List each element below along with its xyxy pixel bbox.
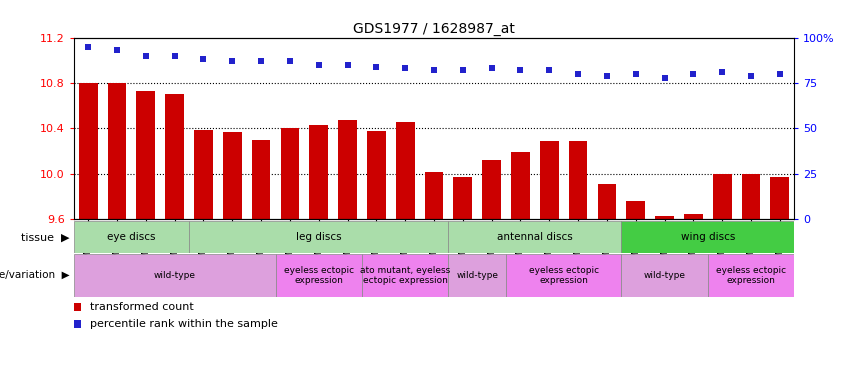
Bar — [483, 160, 501, 219]
Text: genotype/variation  ▶: genotype/variation ▶ — [0, 270, 69, 280]
Bar — [79, 83, 97, 219]
Text: wild-type: wild-type — [457, 271, 498, 280]
Bar — [108, 83, 127, 219]
Bar — [223, 132, 241, 219]
Text: eyeless ectopic
expression: eyeless ectopic expression — [284, 266, 354, 285]
Bar — [396, 122, 415, 219]
Bar — [684, 214, 703, 219]
Bar — [597, 184, 616, 219]
Bar — [136, 91, 155, 219]
Bar — [713, 174, 732, 219]
Bar — [506, 254, 621, 297]
Bar — [424, 172, 444, 219]
Bar — [309, 125, 328, 219]
Bar — [621, 254, 707, 297]
Text: ato mutant, eyeless
ectopic expression: ato mutant, eyeless ectopic expression — [360, 266, 450, 285]
Text: antennal discs: antennal discs — [497, 232, 573, 242]
Bar — [275, 254, 362, 297]
Bar — [453, 177, 472, 219]
Bar — [771, 177, 789, 219]
Bar — [252, 140, 271, 219]
Bar — [74, 254, 275, 297]
Bar — [367, 131, 385, 219]
Bar — [449, 254, 506, 297]
Bar — [280, 128, 299, 219]
Bar — [194, 130, 213, 219]
Bar — [741, 174, 760, 219]
Text: eyeless ectopic
expression: eyeless ectopic expression — [716, 266, 786, 285]
Bar — [189, 221, 449, 253]
Bar — [449, 221, 621, 253]
Bar — [165, 94, 184, 219]
Text: tissue  ▶: tissue ▶ — [21, 232, 69, 242]
Text: transformed count: transformed count — [89, 302, 194, 312]
Title: GDS1977 / 1628987_at: GDS1977 / 1628987_at — [353, 22, 515, 36]
Bar — [707, 254, 794, 297]
Text: leg discs: leg discs — [296, 232, 341, 242]
Bar — [655, 216, 674, 219]
Bar — [569, 141, 588, 219]
Text: wing discs: wing discs — [681, 232, 735, 242]
Bar — [362, 254, 449, 297]
Bar — [511, 152, 529, 219]
Text: eyeless ectopic
expression: eyeless ectopic expression — [529, 266, 599, 285]
Text: wild-type: wild-type — [154, 271, 195, 280]
Text: wild-type: wild-type — [643, 271, 686, 280]
Text: eye discs: eye discs — [107, 232, 155, 242]
Bar — [540, 141, 559, 219]
Bar — [621, 221, 794, 253]
Text: percentile rank within the sample: percentile rank within the sample — [89, 320, 278, 329]
Bar — [339, 120, 357, 219]
Bar — [74, 221, 189, 253]
Bar — [627, 201, 645, 219]
